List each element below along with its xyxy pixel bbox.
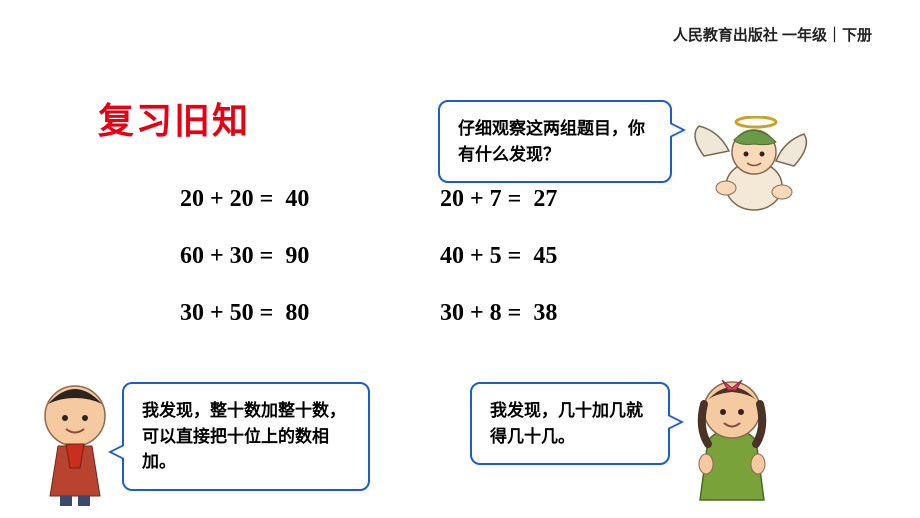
- boy-character-icon: [30, 376, 120, 506]
- eq-lhs: 20 + 7 =: [440, 186, 521, 212]
- eq-answer: 80: [285, 300, 309, 326]
- eq-answer: 38: [533, 300, 557, 326]
- eq-answer: 45: [533, 243, 557, 269]
- eq-lhs: 40 + 5 =: [440, 243, 521, 269]
- eq-lhs: 30 + 50 =: [180, 300, 273, 326]
- eq-answer: 27: [533, 186, 557, 212]
- equations-block: 20 + 20 = 40 20 + 7 = 27 60 + 30 = 90 40…: [180, 186, 660, 357]
- equation-row: 20 + 20 = 40 20 + 7 = 27: [180, 186, 660, 213]
- section-title: 复习旧知: [98, 92, 250, 144]
- equation-right: 20 + 7 = 27: [440, 186, 660, 213]
- equation-right: 40 + 5 = 45: [440, 243, 660, 270]
- eq-answer: 40: [285, 186, 309, 212]
- speech-bubble-question: 仔细观察这两组题目，你有什么发现？: [438, 100, 672, 183]
- equation-left: 20 + 20 = 40: [180, 186, 440, 213]
- speech-bubble-girl: 我发现，几十加几就得几十几。: [470, 382, 670, 465]
- eq-lhs: 30 + 8 =: [440, 300, 521, 326]
- girl-character-icon: [682, 368, 782, 508]
- angel-character-icon: [684, 116, 814, 226]
- eq-lhs: 20 + 20 =: [180, 186, 273, 212]
- equation-left: 60 + 30 = 90: [180, 243, 440, 270]
- speech-bubble-boy: 我发现，整十数加整十数，可以直接把十位上的数相加。: [122, 382, 370, 491]
- slide: 人民教育出版社 一年级｜下册 复习旧知 20 + 20 = 40 20 + 7 …: [0, 0, 920, 518]
- eq-answer: 90: [285, 243, 309, 269]
- publisher-header: 人民教育出版社 一年级｜下册: [673, 24, 872, 45]
- equation-left: 30 + 50 = 80: [180, 300, 440, 327]
- equation-right: 30 + 8 = 38: [440, 300, 660, 327]
- eq-lhs: 60 + 30 =: [180, 243, 273, 269]
- equation-row: 60 + 30 = 90 40 + 5 = 45: [180, 243, 660, 270]
- equation-row: 30 + 50 = 80 30 + 8 = 38: [180, 300, 660, 327]
